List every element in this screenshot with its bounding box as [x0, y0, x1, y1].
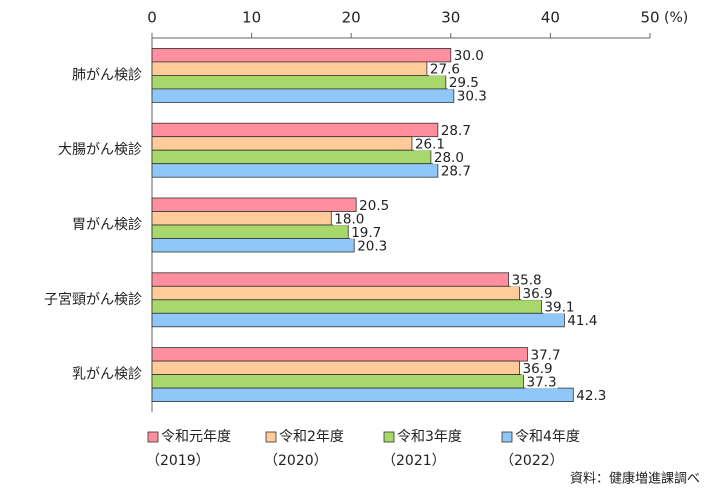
value-label: 19.7	[351, 225, 381, 241]
legend-period: （2021）	[382, 453, 446, 469]
x-tick-label: 30	[441, 9, 460, 27]
bar	[151, 285, 520, 301]
bar	[151, 312, 565, 328]
value-label: 29.5	[449, 75, 479, 91]
legend-label: 令和4年度	[515, 429, 580, 445]
value-label: 37.7	[530, 347, 560, 363]
value-label: 41.4	[567, 313, 597, 329]
value-label: 39.1	[544, 300, 574, 316]
value-label-bg	[439, 124, 472, 137]
bar	[151, 122, 439, 138]
value-label: 18.0	[334, 211, 364, 227]
value-label-bg	[333, 213, 366, 226]
legend-label: 令和3年度	[397, 429, 462, 445]
value-label-bg	[575, 389, 608, 402]
bar	[151, 374, 524, 389]
value-label-bg	[447, 77, 480, 90]
bar	[151, 224, 349, 239]
value-label-bg	[413, 138, 447, 151]
bar	[151, 197, 357, 212]
legend-swatch	[265, 431, 277, 443]
value-label: 26.1	[415, 136, 445, 152]
bar	[151, 272, 509, 287]
source-note: 資料：健康増進課調べ	[570, 471, 700, 487]
value-label: 36.9	[523, 286, 553, 302]
legend-period: （2020）	[264, 453, 328, 469]
bar	[151, 75, 447, 90]
y-tick-label: 胃がん検診	[72, 217, 142, 233]
value-label-bg	[543, 301, 576, 314]
x-tick-label: 40	[541, 9, 560, 27]
value-label-bg	[521, 288, 554, 301]
value-label: 20.3	[357, 238, 387, 254]
value-label-bg	[521, 362, 554, 375]
legend-swatch	[147, 431, 159, 443]
x-tick-label: 10	[242, 9, 261, 27]
legend-swatch	[383, 431, 395, 443]
bar	[151, 211, 332, 226]
value-label-bg	[510, 274, 543, 287]
value-label: 28.7	[441, 123, 471, 139]
y-tick-label: 乳がん検診	[72, 367, 142, 383]
value-label-bg	[358, 199, 391, 212]
bar	[151, 347, 528, 362]
legend-period: （2019）	[146, 453, 210, 469]
y-tick-label: 子宮頸がん検診	[44, 292, 142, 308]
value-label: 30.0	[454, 48, 484, 64]
legend-period: （2022）	[500, 453, 564, 469]
value-label: 42.3	[576, 388, 606, 404]
value-label-bg	[432, 151, 465, 164]
value-label: 35.8	[512, 273, 542, 289]
x-unit: (%)	[664, 10, 688, 26]
x-tick-label: 20	[342, 9, 361, 27]
legend-label: 令和2年度	[279, 429, 344, 445]
value-label-bg	[350, 226, 383, 239]
value-label: 30.3	[457, 89, 487, 105]
bar	[151, 88, 455, 103]
x-tick-label: 0	[147, 9, 157, 27]
y-tick-label: 肺がん検診	[72, 67, 142, 83]
bar	[151, 163, 439, 178]
legend-swatch	[501, 431, 513, 443]
value-label: 27.6	[430, 62, 460, 78]
x-tick-label: 50	[640, 9, 659, 27]
bar	[151, 360, 520, 376]
bar	[151, 299, 542, 314]
value-label-bg	[529, 349, 562, 362]
value-label: 28.7	[441, 163, 471, 179]
value-label: 36.9	[523, 361, 553, 377]
value-label-bg	[566, 315, 599, 328]
bar	[151, 238, 355, 253]
value-label: 37.3	[527, 374, 557, 390]
legend-label: 令和元年度	[161, 429, 231, 445]
value-label-bg	[455, 90, 488, 103]
value-label-bg	[525, 376, 558, 389]
bar	[151, 149, 432, 165]
bar	[151, 387, 574, 403]
value-label-bg	[452, 50, 485, 63]
value-label: 20.5	[359, 198, 389, 214]
value-label: 28.0	[434, 150, 464, 166]
value-label-bg	[439, 165, 472, 178]
bar	[151, 48, 452, 63]
bar	[151, 61, 428, 76]
value-label-bg	[428, 63, 461, 76]
bar	[151, 136, 413, 151]
y-tick-label: 大腸がん検診	[58, 142, 142, 158]
value-label-bg	[356, 240, 389, 253]
